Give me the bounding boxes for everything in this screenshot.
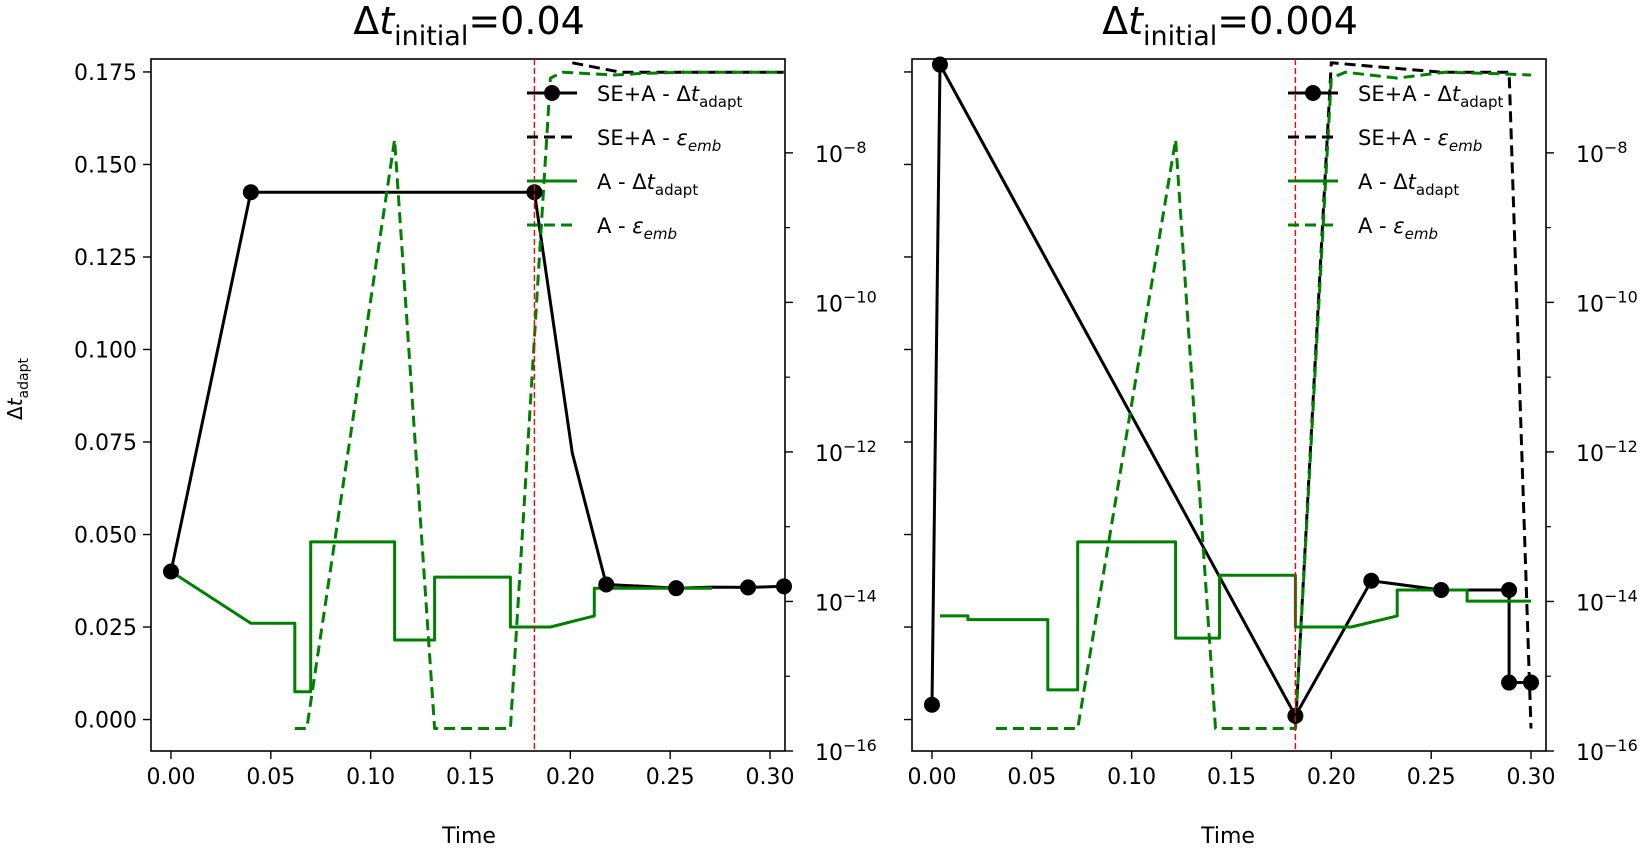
panel-left-title: Δtinitial=0.04 [353,0,585,52]
y2-tick-label-0-0: 10−16 [815,736,877,766]
y2-tick-label-1-3: 10−10 [1576,287,1638,317]
series-line-0-2 [170,540,713,694]
plot-frame-1 [911,58,1547,752]
x-tick-label-0-0: 0.00 [146,765,195,790]
x-tick-label-1-5: 0.25 [1407,765,1456,790]
data-point-0-0-2 [526,184,543,201]
y2-tick-label-0-3: 10−10 [815,287,877,317]
legend-label-1-0: SE+A - Δtadapt [1358,82,1504,111]
plot-area-0 [169,61,785,730]
y2-tick-label-0-2: 10−12 [815,437,877,467]
series-line-1-2 [940,540,1531,692]
panel-right: Δtinitial=0.004 Time 0.00 0.05 0.10 0.15 0.2… [904,0,1638,849]
x-tick-label-1-4: 0.20 [1307,765,1356,790]
x-tick-label-1-6: 0.30 [1507,765,1556,790]
data-point-0-0-1 [242,184,259,201]
data-point-0-0-0 [162,563,179,580]
plot-area-1 [930,61,1533,730]
x-tick-label-1-3: 0.15 [1207,765,1256,790]
x-tick-label-0-3: 0.15 [446,765,495,790]
data-point-1-0-7 [1523,674,1540,691]
y-tick-label-0-0: 0.000 [74,709,137,734]
legend-label-0-1: SE+A - εemb [597,126,721,155]
data-point-1-0-5 [1501,582,1518,599]
series-line-0-0 [169,190,785,590]
y-tick-label-0-7: 0.175 [74,61,137,86]
legend-marker-1-0 [1305,85,1321,101]
x-tick-label-0-4: 0.20 [546,765,595,790]
legend-label-0-0: SE+A - Δtadapt [597,82,743,111]
legend-label-0-3: A - εemb [597,214,677,243]
y-tick-label-0-2: 0.050 [74,524,137,549]
legend-label-1-1: SE+A - εemb [1358,126,1482,155]
data-point-0-0-4 [598,576,615,593]
legend-label-1-3: A - εemb [1358,214,1438,243]
legend-label-1-2: A - Δtadapt [1358,170,1459,199]
y2-tick-label-1-2: 10−12 [1576,437,1638,467]
y2-tick-label-0-1: 10−14 [815,586,877,616]
x-tick-label-1-0: 0.00 [907,765,956,790]
data-point-1-0-0 [923,696,940,713]
data-point-1-0-2 [1287,707,1304,724]
y-tick-label-0-1: 0.025 [74,616,137,641]
x-tick-label-0-6: 0.30 [746,765,795,790]
x-tick-label-0-2: 0.10 [346,765,395,790]
y2-tick-label-1-4: 10−8 [1576,138,1628,168]
data-point-0-0-8 [740,579,757,596]
data-point-0-0-6 [668,580,685,597]
panel-left: Δtinitial=0.04 Time 0.00 0.05 0.10 0.15 0.20… [74,0,877,849]
data-point-1-0-1 [931,56,948,73]
legend-label-0-2: A - Δtadapt [597,170,698,199]
data-point-1-0-3 [1363,572,1380,589]
data-point-0-0-9 [776,578,793,595]
y2-tick-label-0-4: 10−8 [815,138,867,168]
left-axis-ylabel: Δtadapt [3,358,32,420]
panel-right-xlabel: Time [1200,824,1255,849]
series-line-1-0 [930,63,1531,718]
data-point-1-0-6 [1501,674,1518,691]
y-tick-label-0-6: 0.150 [74,153,137,178]
y2-tick-label-1-1: 10−14 [1576,586,1638,616]
series-line-0-3 [294,70,784,730]
panel-right-title: Δtinitial=0.004 [1102,0,1358,52]
data-point-1-0-4 [1433,582,1450,599]
y-tick-label-0-3: 0.075 [74,431,137,456]
plot-frame-0 [150,58,786,752]
panel-left-xlabel: Time [441,824,496,849]
series-line-1-3 [995,70,1532,730]
y-tick-label-0-4: 0.100 [74,338,137,363]
x-tick-label-1-2: 0.10 [1107,765,1156,790]
y2-tick-label-1-0: 10−16 [1576,736,1638,766]
x-tick-label-0-1: 0.05 [246,765,295,790]
x-tick-label-1-1: 0.05 [1007,765,1056,790]
x-tick-label-0-5: 0.25 [646,765,695,790]
y-tick-label-0-5: 0.125 [74,246,137,271]
legend-marker-0-0 [544,85,560,101]
